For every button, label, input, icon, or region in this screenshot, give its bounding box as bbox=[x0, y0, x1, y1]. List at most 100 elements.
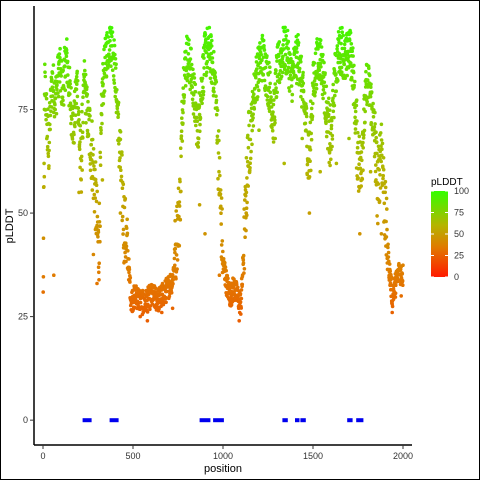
data-point bbox=[66, 73, 70, 77]
data-point bbox=[256, 71, 261, 76]
data-point bbox=[50, 85, 55, 89]
data-point bbox=[245, 176, 249, 180]
data-point bbox=[53, 107, 57, 112]
data-point bbox=[220, 239, 225, 243]
data-point bbox=[393, 291, 398, 296]
data-point bbox=[268, 81, 273, 86]
data-point bbox=[388, 269, 393, 274]
data-point bbox=[261, 38, 266, 43]
data-point bbox=[273, 82, 278, 86]
data-point bbox=[169, 290, 174, 295]
data-point bbox=[301, 81, 306, 86]
data-point bbox=[339, 65, 344, 70]
data-point bbox=[44, 92, 49, 96]
data-point bbox=[213, 70, 217, 75]
data-point bbox=[194, 123, 198, 128]
y-tick-label: 75 bbox=[18, 105, 28, 115]
data-point bbox=[195, 119, 200, 124]
data-point bbox=[314, 86, 319, 91]
data-point bbox=[340, 25, 344, 30]
data-point bbox=[193, 82, 198, 87]
data-point bbox=[282, 161, 287, 166]
data-point bbox=[374, 140, 379, 144]
data-point bbox=[75, 79, 80, 83]
data-point bbox=[348, 30, 353, 35]
data-point bbox=[198, 122, 202, 127]
data-point bbox=[44, 96, 49, 101]
data-point bbox=[94, 183, 99, 187]
data-point bbox=[55, 87, 59, 92]
data-point bbox=[358, 232, 362, 236]
data-point bbox=[314, 82, 319, 87]
data-point bbox=[203, 32, 208, 37]
data-point bbox=[127, 257, 131, 261]
data-point bbox=[202, 66, 206, 70]
data-point bbox=[65, 59, 70, 64]
data-point bbox=[309, 168, 313, 173]
data-point bbox=[101, 82, 105, 86]
data-point bbox=[291, 62, 296, 66]
data-point bbox=[42, 185, 46, 189]
data-point bbox=[53, 102, 57, 107]
data-point bbox=[79, 154, 84, 159]
data-point bbox=[368, 169, 373, 174]
data-point bbox=[74, 101, 79, 106]
data-point bbox=[85, 85, 89, 89]
data-point bbox=[304, 114, 309, 119]
data-point bbox=[389, 275, 394, 279]
data-point bbox=[383, 190, 388, 195]
data-point bbox=[329, 123, 334, 128]
data-point bbox=[374, 135, 379, 140]
data-point bbox=[93, 167, 97, 172]
data-point bbox=[123, 255, 128, 259]
data-point bbox=[97, 220, 102, 224]
data-point bbox=[72, 141, 76, 145]
data-point bbox=[102, 47, 106, 52]
data-point bbox=[217, 273, 222, 278]
data-point bbox=[113, 94, 117, 99]
data-point bbox=[95, 281, 99, 286]
data-point bbox=[336, 38, 341, 42]
data-point bbox=[352, 83, 357, 88]
data-point bbox=[307, 211, 312, 215]
data-point bbox=[43, 70, 47, 74]
data-point bbox=[324, 84, 329, 89]
data-point bbox=[214, 94, 218, 98]
data-point bbox=[201, 92, 206, 97]
data-point bbox=[262, 44, 266, 48]
data-point bbox=[254, 75, 258, 80]
data-point bbox=[379, 159, 384, 164]
data-point bbox=[307, 175, 312, 179]
data-points bbox=[41, 25, 405, 323]
data-point bbox=[153, 286, 158, 291]
data-point bbox=[50, 94, 55, 98]
data-point bbox=[284, 37, 288, 42]
annotated-segments bbox=[82, 418, 364, 423]
data-point bbox=[386, 242, 390, 247]
data-point bbox=[77, 118, 81, 122]
data-point bbox=[49, 105, 54, 109]
data-point bbox=[165, 289, 169, 294]
data-point bbox=[98, 150, 102, 155]
data-point bbox=[376, 182, 381, 186]
data-point bbox=[359, 150, 364, 154]
data-point bbox=[380, 147, 384, 151]
data-point bbox=[217, 155, 222, 160]
data-point bbox=[172, 256, 177, 261]
data-point bbox=[191, 93, 196, 97]
data-point bbox=[79, 158, 84, 163]
data-point bbox=[198, 116, 203, 120]
data-point bbox=[200, 96, 205, 101]
data-point bbox=[324, 134, 329, 139]
data-point bbox=[249, 149, 253, 154]
data-point bbox=[358, 166, 363, 171]
data-point bbox=[97, 261, 101, 266]
data-point bbox=[239, 288, 244, 292]
data-point bbox=[334, 161, 339, 166]
data-point bbox=[361, 140, 365, 145]
data-point bbox=[173, 246, 178, 251]
data-point bbox=[170, 306, 175, 311]
data-point bbox=[48, 113, 53, 118]
data-point bbox=[101, 94, 106, 98]
